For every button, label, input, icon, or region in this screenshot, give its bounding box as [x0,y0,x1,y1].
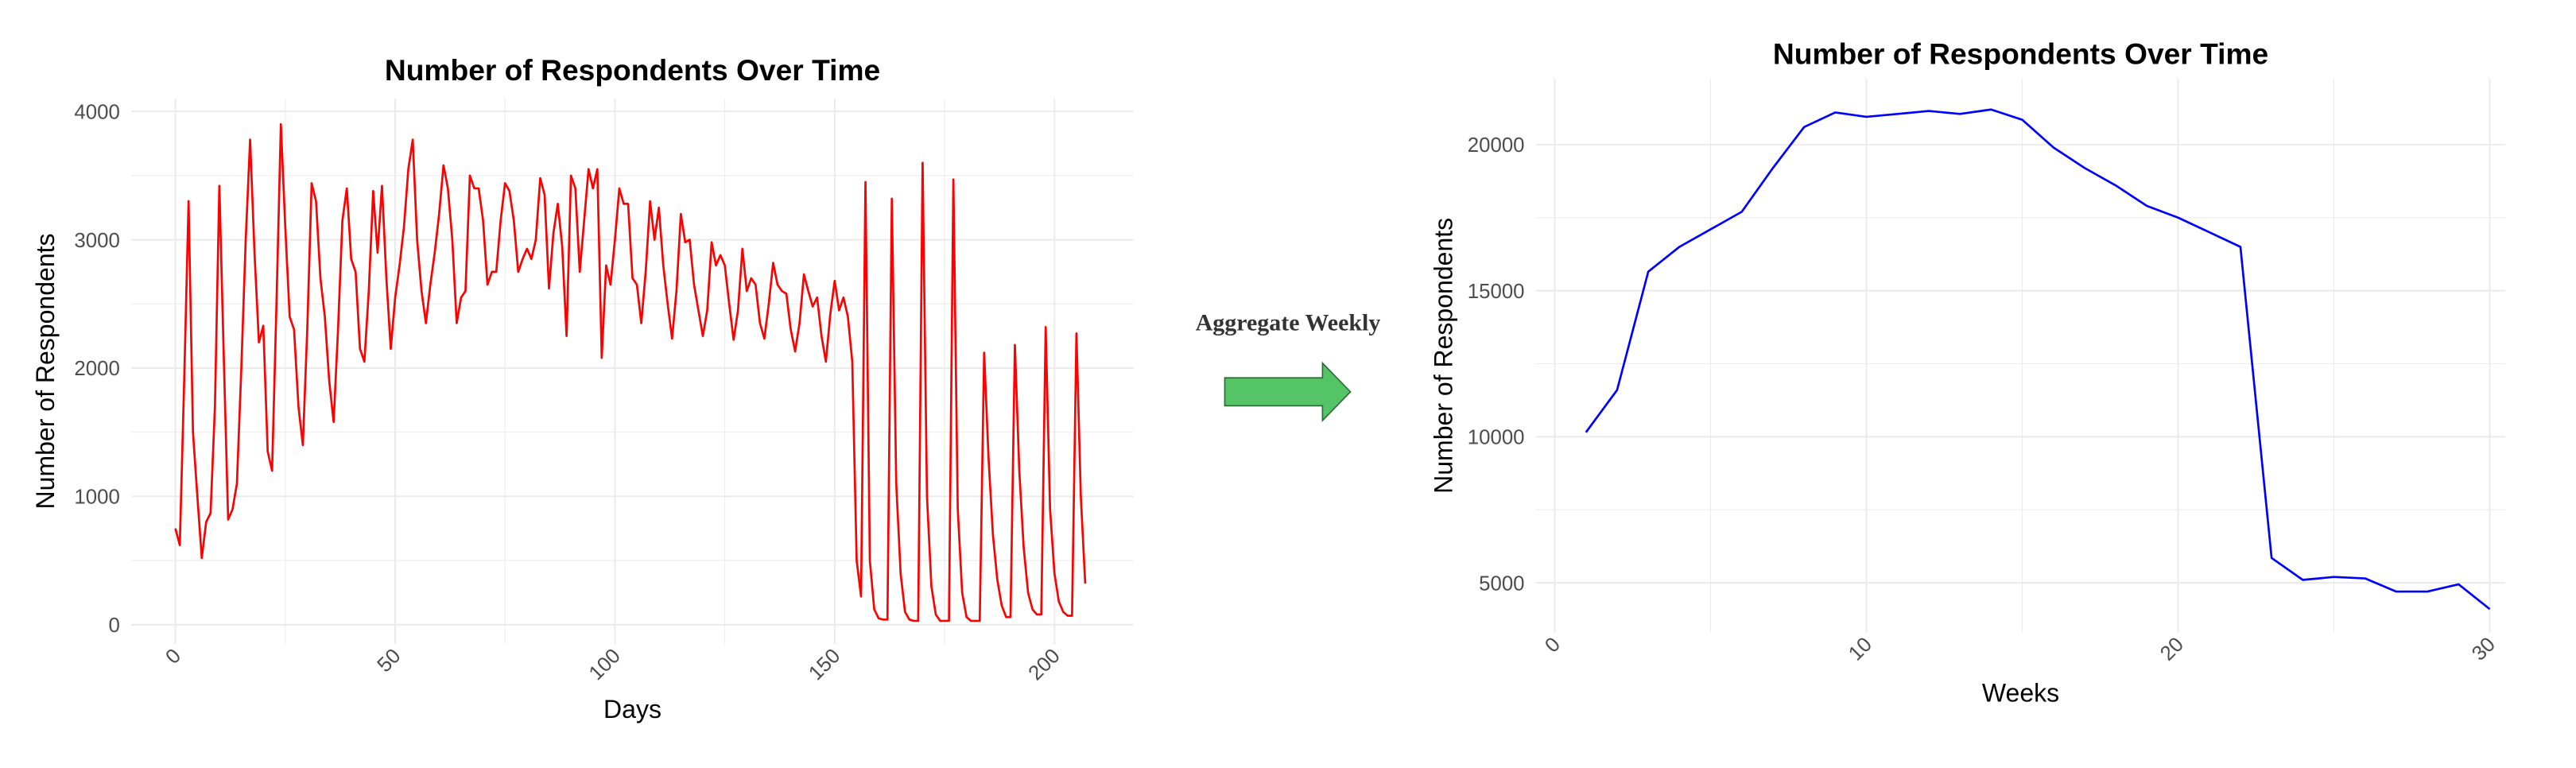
y-axis-title: Number of Respondents [1430,218,1458,494]
x-tick-label: 150 [805,645,844,685]
chart-title: Number of Respondents Over Time [385,53,880,87]
x-tick-label: 200 [1025,645,1065,685]
y-tick-label: 2000 [74,358,119,380]
y-tick-label: 15000 [1468,281,1525,303]
y-tick-label: 20000 [1468,134,1525,157]
x-tick-label: 0 [161,645,185,669]
x-tick-label: 10 [1845,634,1876,665]
x-tick-label: 20 [2156,634,2188,665]
y-tick-label: 3000 [74,230,119,252]
x-tick-label: 30 [2468,634,2500,665]
arrow [1224,361,1352,423]
x-tick-label: 50 [373,645,405,677]
y-tick-label: 10000 [1468,427,1525,449]
x-axis-title: Weeks [1982,678,2059,707]
data-line [174,122,1087,623]
data-line [1585,108,2491,611]
y-tick-label: 5000 [1479,572,1524,595]
y-axis-title: Number of Respondents [31,233,60,509]
chart-title: Number of Respondents Over Time [1773,37,2268,71]
y-tick-label: 1000 [74,487,119,509]
y-tick-label: 4000 [74,101,119,123]
x-tick-label: 0 [1541,634,1565,657]
x-tick-label: 100 [585,645,625,685]
annotation: Aggregate Weekly [1196,309,1381,336]
x-axis-title: Days [603,695,661,723]
y-tick-label: 0 [108,615,119,637]
